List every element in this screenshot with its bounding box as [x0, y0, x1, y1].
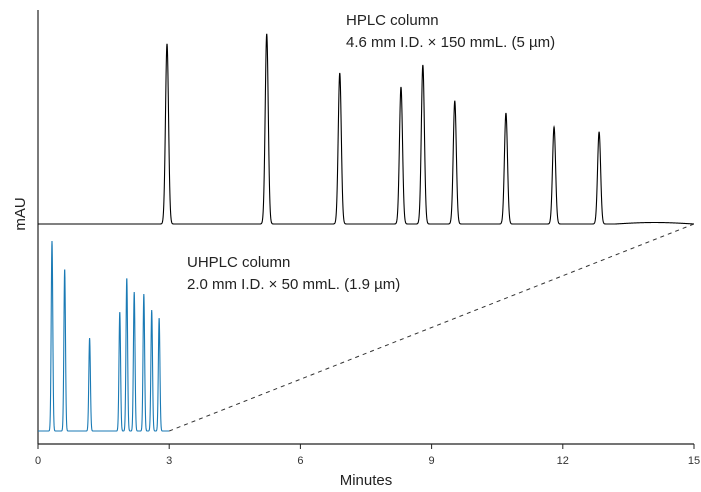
x-axis-title: Minutes [340, 472, 393, 489]
uhplc-column-spec: 2.0 mm I.D. × 50 mmL. (1.9 µm) [187, 276, 400, 293]
y-axis-title: mAU [12, 197, 29, 230]
x-tick-label: 12 [557, 455, 569, 467]
x-tick-label: 6 [297, 455, 303, 467]
x-tick-label: 0 [35, 455, 41, 467]
x-tick-label: 15 [688, 455, 700, 467]
x-tick-label: 3 [166, 455, 172, 467]
x-axis-ticks: 0 3 6 9 12 15 [35, 444, 700, 467]
hplc-column-label: HPLC column [346, 12, 439, 29]
uhplc-chromatogram-line [38, 240, 170, 432]
gradient-connector-dashed-line [169, 223, 695, 432]
peak-markers [50, 32, 601, 340]
x-tick-label: 9 [429, 455, 435, 467]
hplc-chromatogram-line [38, 33, 695, 225]
uhplc-column-label: UHPLC column [187, 254, 290, 271]
hplc-column-spec: 4.6 mm I.D. × 150 mmL. (5 µm) [346, 34, 555, 51]
